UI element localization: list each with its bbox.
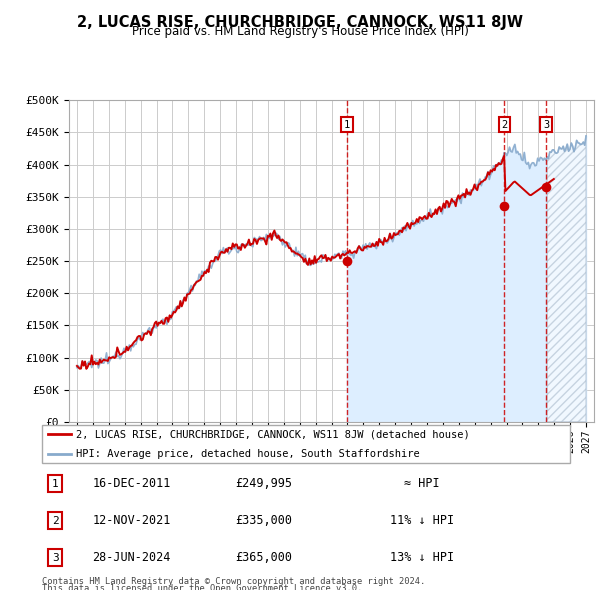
Text: 11% ↓ HPI: 11% ↓ HPI bbox=[390, 514, 454, 527]
Text: 28-JUN-2024: 28-JUN-2024 bbox=[92, 551, 171, 564]
FancyBboxPatch shape bbox=[42, 425, 570, 463]
Text: 3: 3 bbox=[52, 553, 59, 563]
Text: £249,995: £249,995 bbox=[235, 477, 292, 490]
Text: 16-DEC-2011: 16-DEC-2011 bbox=[92, 477, 171, 490]
Text: 1: 1 bbox=[52, 478, 59, 489]
Text: Price paid vs. HM Land Registry's House Price Index (HPI): Price paid vs. HM Land Registry's House … bbox=[131, 25, 469, 38]
Text: HPI: Average price, detached house, South Staffordshire: HPI: Average price, detached house, Sout… bbox=[76, 448, 420, 458]
Text: 13% ↓ HPI: 13% ↓ HPI bbox=[390, 551, 454, 564]
Text: This data is licensed under the Open Government Licence v3.0.: This data is licensed under the Open Gov… bbox=[42, 584, 362, 590]
Text: £365,000: £365,000 bbox=[235, 551, 292, 564]
Text: Contains HM Land Registry data © Crown copyright and database right 2024.: Contains HM Land Registry data © Crown c… bbox=[42, 577, 425, 586]
Text: 2, LUCAS RISE, CHURCHBRIDGE, CANNOCK, WS11 8JW (detached house): 2, LUCAS RISE, CHURCHBRIDGE, CANNOCK, WS… bbox=[76, 430, 470, 440]
Text: 12-NOV-2021: 12-NOV-2021 bbox=[92, 514, 171, 527]
Text: ≈ HPI: ≈ HPI bbox=[404, 477, 440, 490]
Text: 1: 1 bbox=[344, 120, 350, 130]
Text: £335,000: £335,000 bbox=[235, 514, 292, 527]
Text: 3: 3 bbox=[543, 120, 549, 130]
Text: 2: 2 bbox=[502, 120, 508, 130]
Text: 2: 2 bbox=[52, 516, 59, 526]
Text: 2, LUCAS RISE, CHURCHBRIDGE, CANNOCK, WS11 8JW: 2, LUCAS RISE, CHURCHBRIDGE, CANNOCK, WS… bbox=[77, 15, 523, 30]
